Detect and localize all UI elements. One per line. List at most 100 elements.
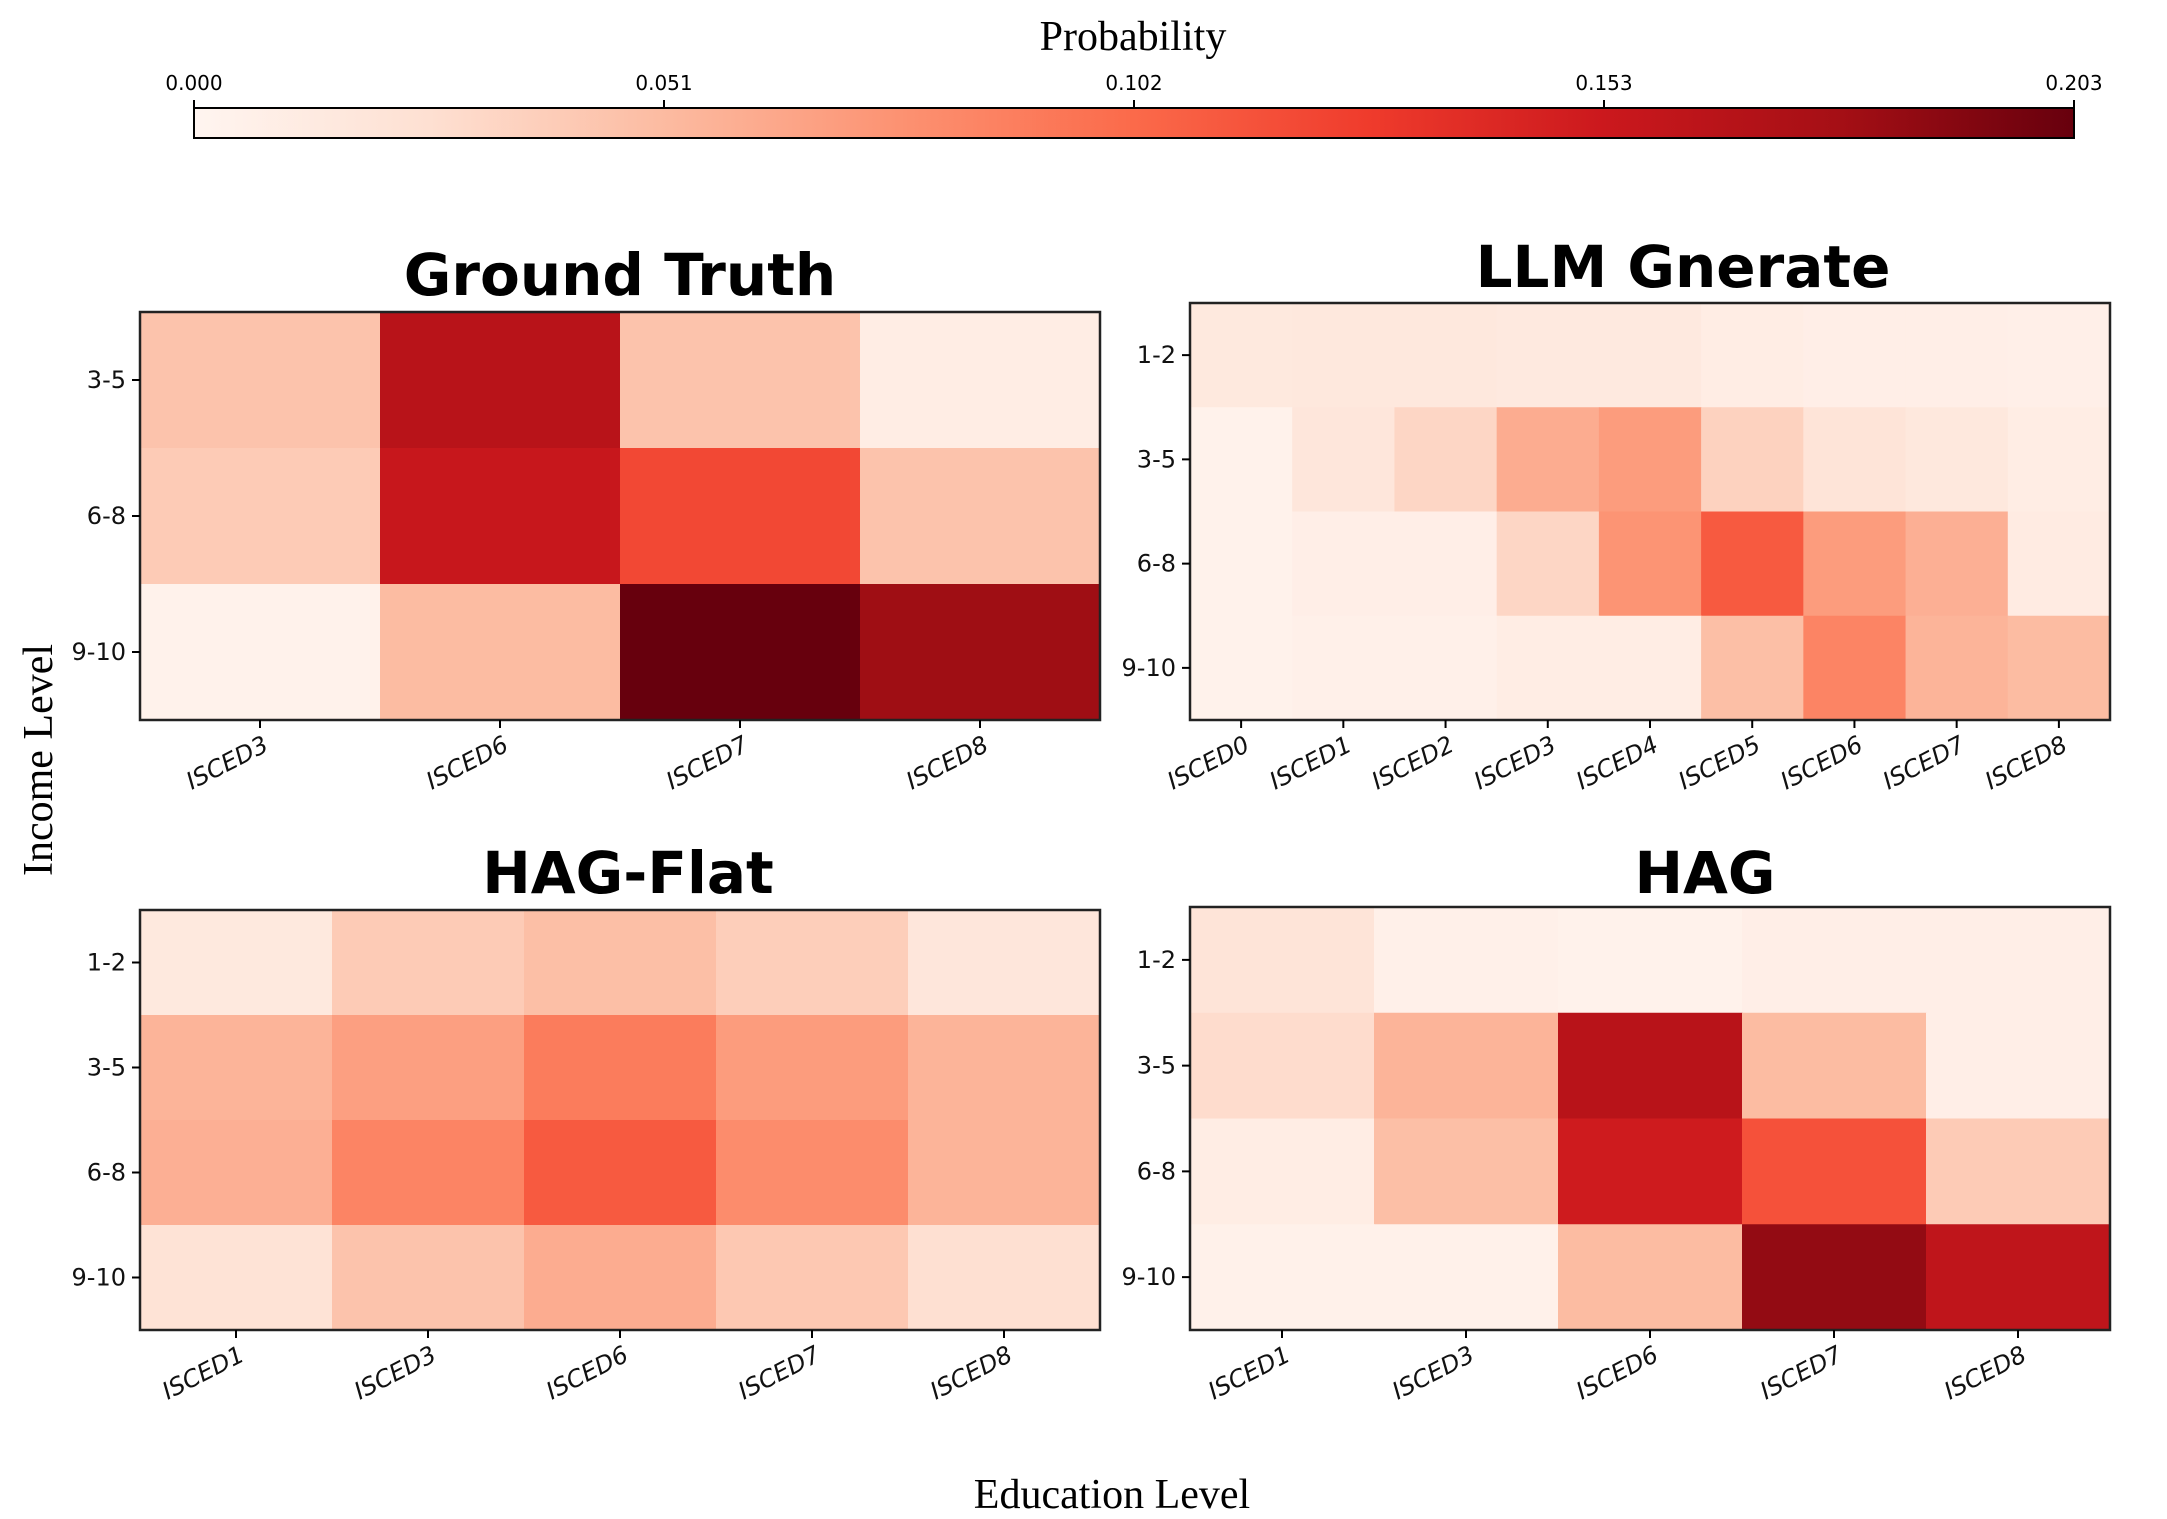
heatmap-cell bbox=[1598, 615, 1702, 721]
heatmap-cell bbox=[1496, 511, 1600, 617]
colorbar-tick-label: 0.102 bbox=[1105, 71, 1162, 95]
heatmap-cell bbox=[1394, 511, 1498, 617]
heatmap-cell bbox=[140, 1225, 333, 1331]
heatmap-cell bbox=[1190, 1224, 1375, 1331]
y-tick-label: 6-8 bbox=[1137, 550, 1176, 578]
heatmap-cell bbox=[1926, 1012, 2111, 1120]
heatmap-cell bbox=[1905, 407, 2009, 513]
y-tick-label: 9-10 bbox=[1122, 654, 1176, 682]
y-tick-label: 9-10 bbox=[1122, 1263, 1176, 1291]
x-tick-label: ISCED6 bbox=[1572, 1340, 1663, 1405]
heatmap-cell bbox=[1742, 1224, 1927, 1331]
heatmap-cell bbox=[1598, 407, 1702, 513]
y-tick-label: 1-2 bbox=[1137, 341, 1176, 369]
heatmap-panel: HAG-Flat 1-2 3-5 6-8 9-10 ISCED1 ISCED3 ISCED6 I… bbox=[72, 839, 1102, 1405]
heatmap-cell bbox=[1292, 615, 1396, 721]
x-axis-label: Education Level bbox=[974, 1472, 1250, 1518]
x-tick-label: ISCED7 bbox=[662, 730, 754, 795]
heatmap-cell bbox=[716, 910, 909, 1016]
panel-title: HAG-Flat bbox=[482, 839, 773, 907]
heatmap-cell bbox=[1558, 1224, 1743, 1331]
heatmap-cell bbox=[140, 1015, 333, 1121]
colorbar: Probability 0.000 0.051 0.102 0.153 0.203 bbox=[165, 14, 2103, 139]
y-tick-label: 3-5 bbox=[1137, 445, 1176, 473]
y-tick-label: 1-2 bbox=[1137, 946, 1176, 974]
y-tick-label: 1-2 bbox=[87, 949, 126, 977]
heatmap-cell bbox=[1496, 615, 1600, 721]
x-tick-label: ISCED7 bbox=[734, 1340, 826, 1405]
heatmap-cell bbox=[1374, 1012, 1559, 1120]
heatmap-cell bbox=[1374, 907, 1559, 1014]
heatmap-cell bbox=[332, 910, 525, 1016]
heatmap-cell bbox=[1292, 511, 1396, 617]
heatmap-cell bbox=[1598, 303, 1702, 408]
colorbar-ticks: 0.000 0.051 0.102 0.153 0.203 bbox=[165, 71, 2103, 108]
heatmap-cell bbox=[620, 312, 861, 449]
heatmap-cell bbox=[1190, 303, 1293, 408]
heatmap-cell bbox=[1190, 407, 1293, 513]
heatmap-cell bbox=[1926, 907, 2111, 1014]
heatmap-cell bbox=[1803, 303, 1907, 408]
heatmap-cell bbox=[380, 448, 621, 585]
x-tick-label: ISCED7 bbox=[1756, 1340, 1848, 1405]
heatmap-cell bbox=[1394, 407, 1498, 513]
heatmap-cell bbox=[1394, 615, 1498, 721]
colorbar-label: Probability bbox=[1040, 14, 1227, 60]
heatmap-cell bbox=[1374, 1224, 1559, 1331]
heatmap-cell bbox=[1926, 1118, 2111, 1225]
heatmap-cell bbox=[524, 1015, 717, 1121]
x-tick-label: ISCED8 bbox=[926, 1340, 1017, 1405]
heatmap-cell bbox=[1701, 511, 1804, 617]
heatmap-cell bbox=[1701, 407, 1804, 513]
x-tick-label: ISCED1 bbox=[1204, 1340, 1295, 1405]
heatmap-cell bbox=[1292, 407, 1396, 513]
heatmap-cell bbox=[1742, 1012, 1927, 1120]
heatmap-cell bbox=[1905, 511, 2009, 617]
heatmap-cell bbox=[2007, 303, 2111, 408]
heatmap-cell bbox=[1190, 615, 1293, 721]
heatmap-cell bbox=[1496, 303, 1600, 408]
y-tick-label: 6-8 bbox=[87, 502, 126, 530]
heatmap-cell bbox=[140, 910, 333, 1016]
x-tick-label: ISCED1 bbox=[158, 1340, 249, 1405]
x-tick-label: ISCED6 bbox=[542, 1340, 633, 1405]
heatmap-cell bbox=[1742, 907, 1927, 1014]
heatmap-cell bbox=[2007, 615, 2111, 721]
heatmap-panel: Ground Truth 3-5 6-8 9-10 ISCED3 ISCED6 ISCED7… bbox=[72, 241, 1102, 795]
colorbar-tick-label: 0.153 bbox=[1575, 71, 1632, 95]
y-tick-label: 9-10 bbox=[72, 1264, 126, 1292]
x-tick-label: ISCED4 bbox=[1572, 730, 1663, 795]
panel-title: LLM Gnerate bbox=[1476, 233, 1891, 301]
heatmap-cell bbox=[1558, 907, 1743, 1014]
colorbar-tick-label: 0.000 bbox=[165, 71, 222, 95]
y-axis-label: Income Level bbox=[16, 644, 62, 876]
heatmap-cell bbox=[1905, 303, 2009, 408]
heatmap-cell bbox=[1803, 511, 1907, 617]
heatmap-cell bbox=[332, 1015, 525, 1121]
heatmap-cell bbox=[860, 312, 1101, 449]
colorbar-tick-label: 0.051 bbox=[635, 71, 692, 95]
x-tick-label: ISCED2 bbox=[1367, 730, 1458, 795]
x-tick-label: ISCED8 bbox=[1981, 730, 2072, 795]
heatmap-cell bbox=[2007, 407, 2111, 513]
heatmap-cell bbox=[140, 1120, 333, 1226]
heatmap-cell bbox=[860, 448, 1101, 585]
y-tick-label: 3-5 bbox=[87, 366, 126, 394]
heatmap-cell bbox=[140, 448, 381, 585]
x-tick-label: ISCED6 bbox=[422, 730, 513, 795]
heatmap-cell bbox=[2007, 511, 2111, 617]
heatmap-cell bbox=[1292, 303, 1396, 408]
heatmap-cell bbox=[620, 584, 861, 721]
heatmap-cell bbox=[1190, 1012, 1375, 1120]
colorbar-gradient bbox=[193, 107, 2075, 139]
heatmap-cell bbox=[1558, 1118, 1743, 1225]
heatmap-cell bbox=[1394, 303, 1498, 408]
heatmap-cell bbox=[1926, 1224, 2111, 1331]
x-tick-label: ISCED3 bbox=[1469, 730, 1560, 795]
heatmap-cell bbox=[716, 1120, 909, 1226]
x-tick-label: ISCED3 bbox=[350, 1340, 441, 1405]
y-tick-label: 3-5 bbox=[87, 1054, 126, 1082]
colorbar-tick-label: 0.203 bbox=[2045, 71, 2102, 95]
